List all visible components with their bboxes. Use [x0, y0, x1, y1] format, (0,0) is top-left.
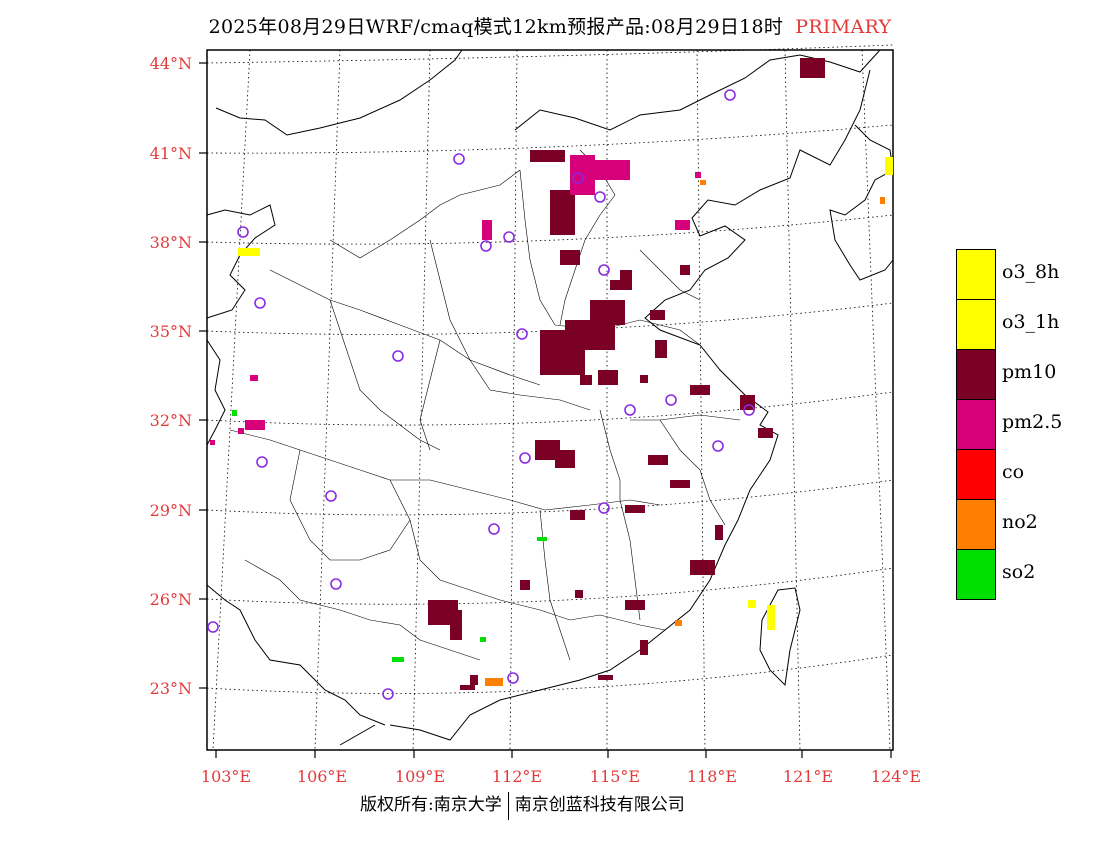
copyright-owner: 版权所有:南京大学 [360, 795, 502, 815]
lat-label: 35°N [150, 322, 192, 341]
lon-label: 115°E [590, 767, 640, 786]
legend-swatch [956, 499, 996, 550]
legend-label: so2 [1002, 561, 1036, 583]
taiwan-outline [759, 587, 801, 687]
legend-label: co [1002, 461, 1025, 483]
lon-label: 124°E [871, 767, 921, 786]
legend-swatch [956, 349, 996, 400]
latitude-labels: 44°N 41°N 38°N 35°N 32°N 29°N 26°N 23°N [150, 54, 192, 698]
legend-swatch [956, 299, 996, 350]
legend-label: pm2.5 [1002, 411, 1063, 433]
pollutant-so2-cells [232, 410, 547, 662]
korea-outline [829, 124, 894, 281]
copyright-company: 南京创蓝科技有限公司 [514, 795, 685, 815]
lat-label: 41°N [150, 144, 192, 163]
lon-label: 109°E [395, 767, 445, 786]
lat-label: 38°N [150, 233, 192, 252]
legend-item-pm25: pm2.5 [956, 399, 1096, 450]
footer-divider [507, 791, 509, 820]
legend-item-o3-8h: o3_8h [956, 249, 1096, 300]
lon-label: 118°E [687, 767, 737, 786]
legend-label: o3_1h [1002, 311, 1060, 333]
pollutant-no2-cells [485, 180, 885, 686]
legend-label: pm10 [1002, 361, 1057, 383]
legend-item-co: co [956, 449, 1096, 500]
city-markers [207, 89, 755, 700]
axis-ticks [199, 62, 892, 758]
legend-item-pm10: pm10 [956, 349, 1096, 400]
legend-label: no2 [1002, 511, 1038, 533]
legend-label: o3_8h [1002, 261, 1060, 283]
legend-item-so2: so2 [956, 549, 1096, 600]
country-boundary [206, 49, 881, 746]
map-title: 2025年08月29日WRF/cmaq模式12km预报产品:08月29日18时 P… [0, 12, 1100, 39]
copyright-footer: 版权所有:南京大学 南京创蓝科技有限公司 [360, 790, 685, 820]
longitude-labels: 103°E 106°E 109°E 112°E 115°E 118°E 121°… [201, 767, 921, 786]
lat-label: 26°N [150, 590, 192, 609]
legend-swatch [956, 399, 996, 450]
pollutant-legend: o3_8h o3_1h pm10 pm2.5 co no2 so2 [956, 249, 1096, 600]
lon-label: 121°E [783, 767, 833, 786]
legend-item-no2: no2 [956, 499, 1096, 550]
lon-label: 106°E [297, 767, 347, 786]
lat-label: 23°N [150, 679, 192, 698]
legend-swatch [956, 549, 996, 600]
title-tag: PRIMARY [795, 16, 892, 38]
lon-label: 103°E [201, 767, 251, 786]
lon-label: 112°E [492, 767, 542, 786]
legend-swatch [956, 449, 996, 500]
lat-label: 32°N [150, 411, 192, 430]
legend-swatch [956, 249, 996, 300]
map-frame [206, 49, 894, 751]
legend-item-o3-1h: o3_1h [956, 299, 1096, 350]
lat-label: 44°N [150, 54, 192, 73]
pollutant-pm10-cells [428, 58, 825, 690]
pollutant-o3-cells [238, 157, 893, 630]
lat-label: 29°N [150, 501, 192, 520]
title-main: 2025年08月29日WRF/cmaq模式12km预报产品:08月29日18时 [208, 16, 784, 38]
